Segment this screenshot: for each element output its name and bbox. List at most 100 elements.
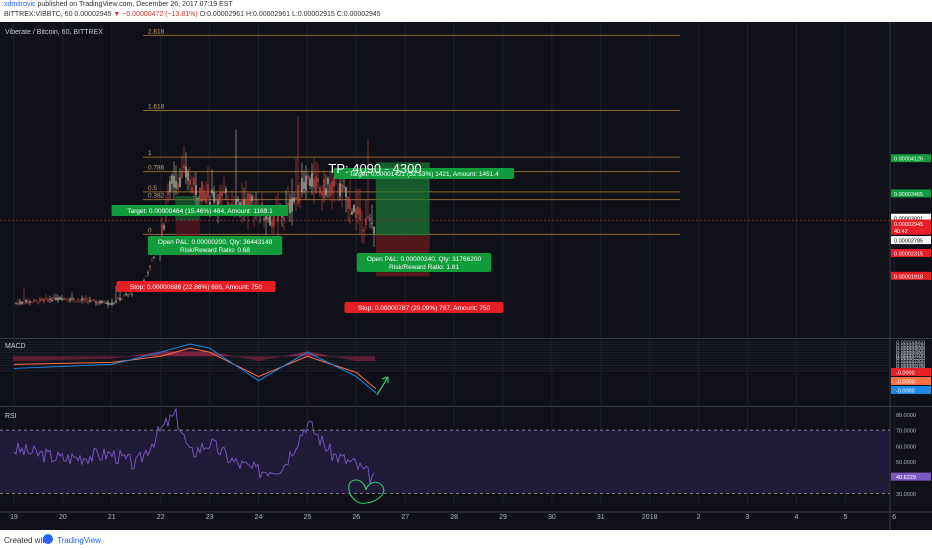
candle-body [297,184,299,204]
macd-bar [53,356,55,361]
macd-bar [301,352,303,357]
macd-bar [95,356,97,360]
macd-bar [27,356,29,361]
candle-body [69,298,71,301]
candle-body [283,217,285,220]
candle-body [77,299,79,301]
x-tick-label: 2018 [642,514,658,521]
macd-bar [305,351,307,357]
macd-bar [321,354,323,357]
candle-body [177,183,179,190]
candle-body [89,299,91,302]
macd-bar [277,356,279,358]
candle-body [205,193,207,203]
candle-body [85,298,87,301]
x-tick-label: 23 [206,514,214,521]
macd-bar [75,356,77,360]
macd-bar [217,353,219,357]
macd-bar [87,356,89,360]
macd-bar [355,356,357,362]
macd-bar [33,356,35,361]
macd-bar [159,351,161,357]
macd-bar [241,356,243,358]
candle-body [267,218,269,220]
macd-bar [17,356,19,362]
price-axis-label-bg [891,249,931,258]
macd-bar [155,352,157,357]
tradingview-brand[interactable]: TradingView [57,536,102,545]
x-tick-label: 4 [794,514,798,521]
tp-annotation: TP: 4090 - 4300 [328,161,421,176]
candle-body [105,303,107,304]
candle-body [73,298,75,301]
candle-body [347,196,349,209]
macd-bar [229,355,231,357]
macd-bar [265,356,267,360]
author-link[interactable]: xdmitrovic [4,1,36,8]
macd-bar [63,356,65,360]
x-tick-label: 24 [255,514,263,521]
fib-level-label: 2.618 [148,28,165,35]
candle-body [195,185,197,196]
macd-bar [171,351,173,357]
price-tick-label: 0.00000300 [896,359,925,365]
price-tick-label: 0.00000350 [896,356,925,362]
candle-body [313,178,315,189]
macd-bar [49,356,51,361]
candle-body [215,198,217,202]
x-tick-label: 21 [108,514,116,521]
candle-body [53,297,55,300]
macd-bar [331,356,333,357]
candle-body [273,211,275,227]
candle-body [327,178,329,185]
candle-body [225,188,227,193]
macd-bar [51,356,53,361]
price-axis-label-bg [891,271,931,280]
macd-bar [43,356,45,361]
macd-bar [139,354,141,357]
macd-bar [173,351,175,357]
candle-body [109,303,111,305]
macd-value-label: -0.0000 [896,371,915,377]
chart-canvas[interactable]: 19 20 21 22 23 24 25 26 27 28 29 30 31 2018 2 3 4 5 60.000… [0,22,932,530]
macd-bar [315,353,317,357]
macd-value-bg [891,368,931,376]
macd-bar [71,356,73,360]
fib-level-label: 0 [148,227,152,234]
candle-body [93,299,95,301]
fib-level-label: 1.618 [148,103,165,110]
macd-bar [185,351,187,357]
position2-pnl-label-text: Risk/Reward Ratio: 1.81 [389,264,459,271]
candle-body [151,260,153,262]
candle-body [61,298,63,301]
macd-bar [85,356,87,360]
fib-level-label: 0.786 [148,165,165,172]
candle-body [37,302,39,304]
macd-bar [237,356,239,358]
candle-body [289,199,291,214]
macd-bar [325,355,327,357]
macd-bar [269,356,271,359]
candle-body [241,199,243,209]
candle-body [125,293,127,295]
macd-bar [227,355,229,357]
macd-bar [109,356,111,359]
candle-body [107,301,109,305]
candle-body [219,191,221,204]
macd-bar [225,354,227,357]
macd-bar [289,354,291,357]
macd-bar [111,356,113,359]
candle-body [237,198,239,202]
macd-bar [177,351,179,357]
candle-body [41,298,43,301]
price-tick-label: 0.00000600 [896,343,925,349]
macd-bar [39,356,41,361]
macd-bar [343,356,345,359]
chart-frame[interactable]: 19 20 21 22 23 24 25 26 27 28 29 30 31 2018 2 3 4 5 6 0.000… [0,22,932,530]
macd-bar [89,356,91,360]
macd-bar [291,354,293,357]
macd-bar [131,355,133,357]
position2-pnl-label-bg [356,253,492,272]
macd-bar [31,356,33,361]
candle-body [57,297,59,301]
